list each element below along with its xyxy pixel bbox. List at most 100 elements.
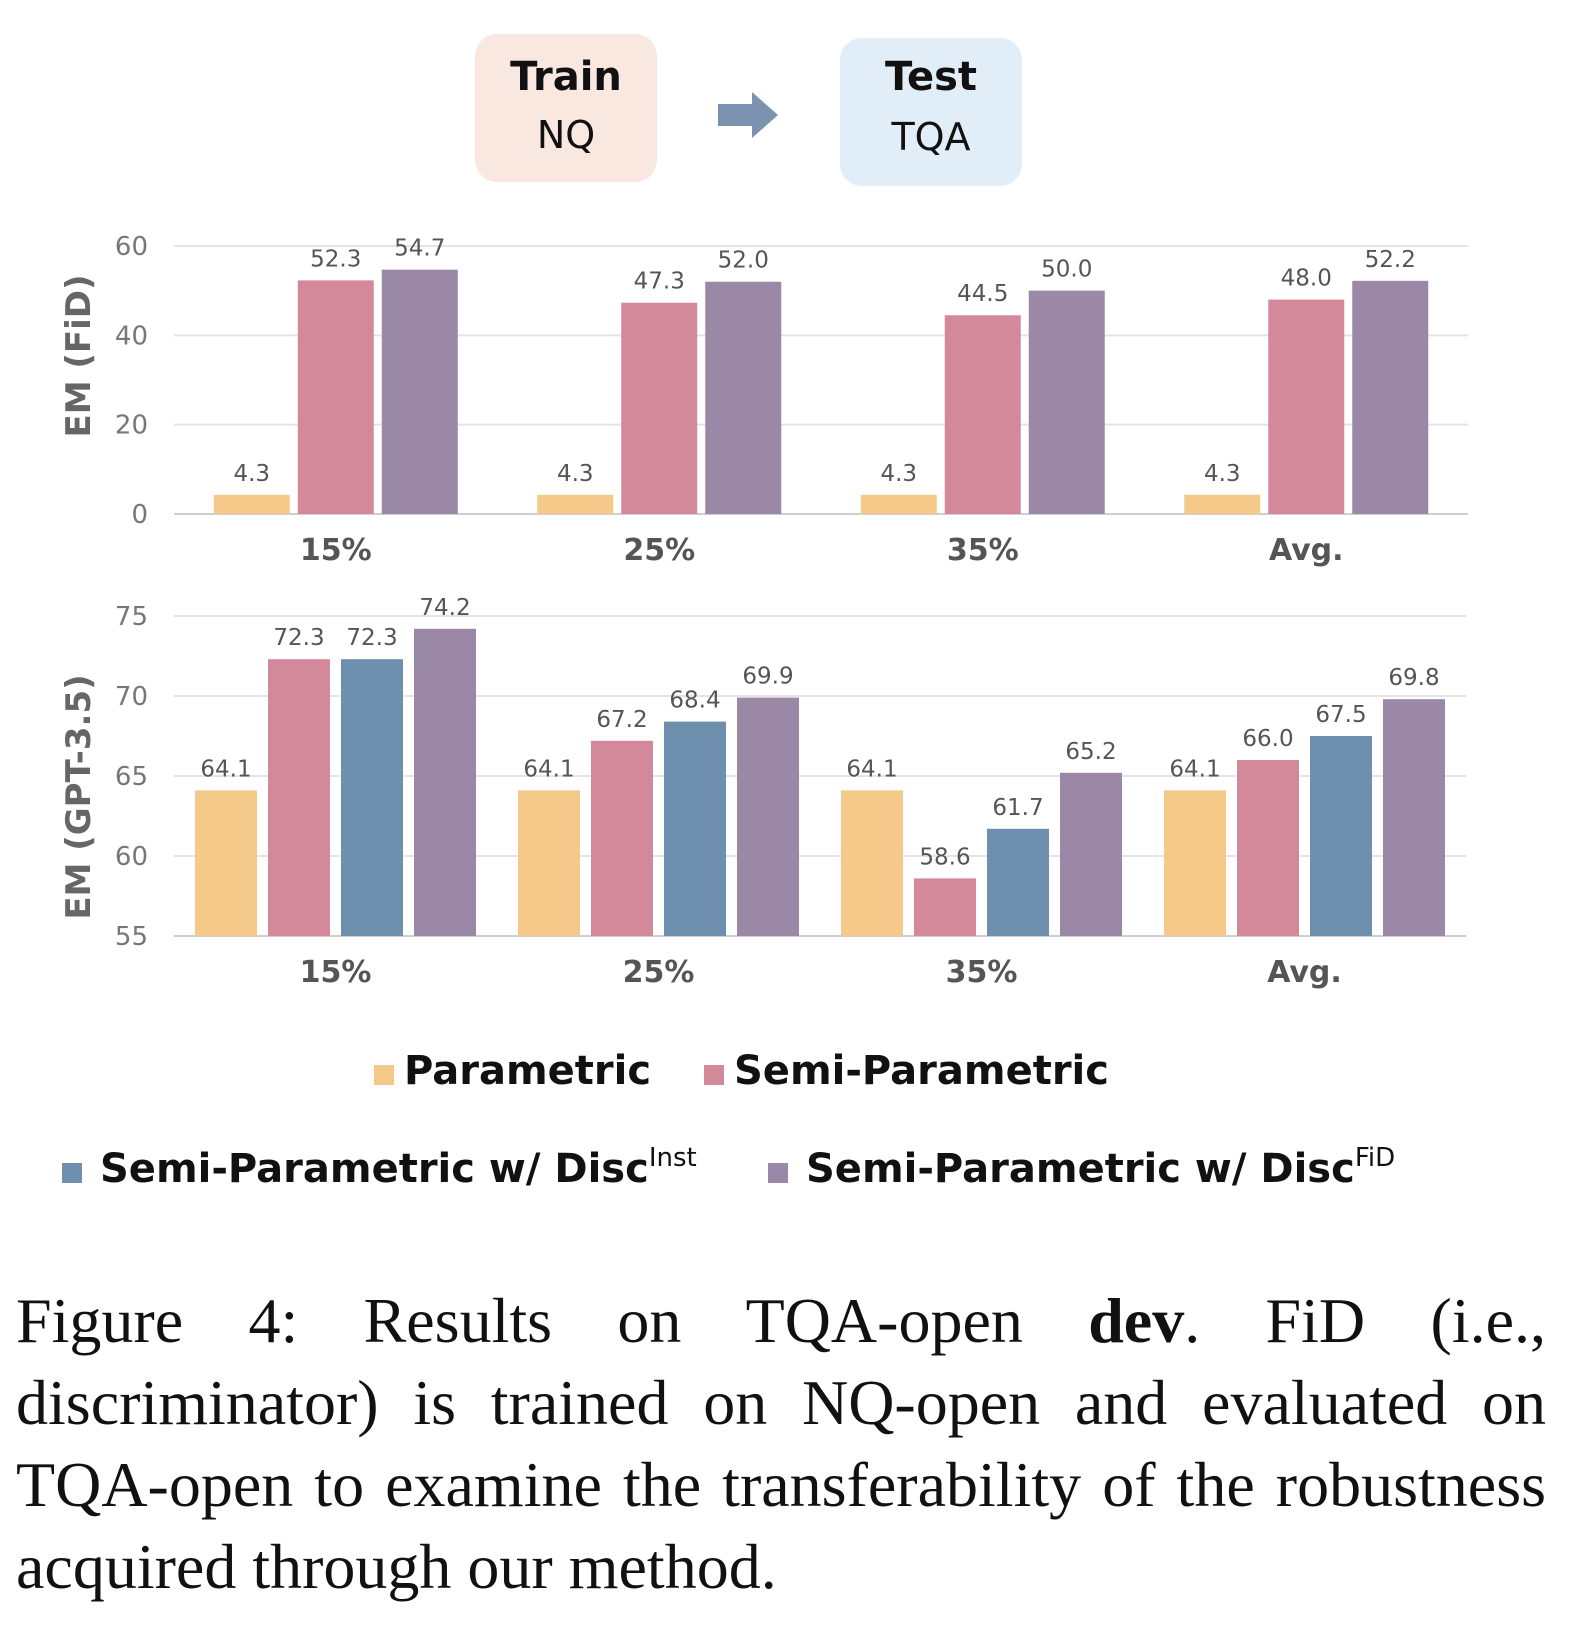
data-label: 64.1: [846, 756, 897, 782]
data-label: 4.3: [557, 461, 594, 487]
chart-labels: 64.1 72.3 72.3 74.2 15% 64.1 67.2 68.4 69.9 25% 64…: [200, 595, 1439, 990]
bar: [213, 494, 290, 514]
data-label: 67.2: [596, 707, 647, 733]
bar: [195, 790, 257, 936]
y-axis-label: EM (GPT-3.5): [59, 674, 99, 919]
data-label: 72.3: [273, 625, 324, 651]
legend-item-semi-parametric: Semi-Parametric: [704, 1048, 1109, 1094]
bar: [705, 281, 782, 514]
bar: [414, 628, 476, 936]
y-tick-label: 60: [115, 842, 148, 872]
data-label: 64.1: [1169, 756, 1220, 782]
legend-label: Semi-Parametric w/ DiscFiD: [806, 1143, 1395, 1192]
data-label: 65.2: [1065, 739, 1116, 765]
y-tick-label: 55: [115, 922, 148, 952]
data-label: 54.7: [394, 236, 445, 262]
data-label: 66.0: [1242, 726, 1293, 752]
y-tick-label: 0: [131, 500, 148, 530]
data-label: 4.3: [233, 461, 270, 487]
bar: [1028, 290, 1105, 514]
caption-prefix: Figure 4: Results on TQA-open: [16, 1285, 1089, 1356]
bar: [341, 659, 403, 936]
data-label: 4.3: [880, 461, 917, 487]
data-label: 61.7: [992, 795, 1043, 821]
bar: [1310, 736, 1372, 936]
y-tick-label: 40: [115, 321, 148, 351]
y-tick-label: 65: [115, 762, 148, 792]
test-box-title: Test: [885, 54, 977, 100]
legend-label: Parametric: [404, 1048, 651, 1094]
bar: [914, 878, 976, 936]
bar: [1164, 790, 1226, 936]
x-tick-label: 35%: [947, 533, 1019, 568]
chart-labels: 4.3 52.3 54.7 15% 4.3 47.3 52.0 25% 4.3 44.5 50.0 3…: [233, 236, 1415, 568]
bar: [268, 659, 330, 936]
chart-bars: [195, 628, 1445, 936]
bar: [664, 721, 726, 936]
data-label: 69.8: [1388, 665, 1439, 691]
x-tick-label: 15%: [300, 533, 372, 568]
x-tick-label: 35%: [946, 955, 1018, 990]
y-tick-label: 70: [115, 682, 148, 712]
caption-suffix: . FiD (i.e., discriminator) is trained o…: [16, 1285, 1547, 1602]
x-tick-label: 25%: [623, 955, 695, 990]
bar: [297, 280, 374, 514]
legend-item-semi-parametric-disc-inst: Semi-Parametric w/ DiscInst: [62, 1143, 697, 1192]
train-box-dataset: NQ: [537, 113, 595, 157]
y-tick-label: 20: [115, 411, 148, 441]
bar: [1383, 699, 1445, 936]
data-label: 44.5: [957, 281, 1008, 307]
bar: [1268, 299, 1345, 514]
bar: [1060, 772, 1122, 936]
data-label: 74.2: [419, 595, 470, 621]
arrow-right-icon: [718, 92, 778, 138]
data-label: 50.0: [1041, 257, 1092, 283]
x-tick-label: 25%: [623, 533, 695, 568]
data-label: 72.3: [346, 625, 397, 651]
test-box: [840, 38, 1022, 186]
bar: [1352, 280, 1429, 514]
data-label: 68.4: [669, 688, 720, 714]
legend-item-semi-parametric-disc-fid: Semi-Parametric w/ DiscFiD: [768, 1143, 1395, 1192]
x-tick-label: Avg.: [1267, 955, 1342, 990]
bar: [841, 790, 903, 936]
data-label: 58.6: [919, 844, 970, 870]
data-label: 4.3: [1204, 461, 1241, 487]
bar: [860, 494, 937, 514]
test-box-dataset: TQA: [890, 115, 970, 159]
data-label: 52.0: [718, 248, 769, 274]
bar: [944, 315, 1021, 514]
bar: [1184, 494, 1261, 514]
data-label: 48.0: [1281, 266, 1332, 292]
x-tick-label: Avg.: [1269, 533, 1344, 568]
chart-bars: [213, 269, 1429, 514]
data-label: 52.2: [1365, 247, 1416, 273]
bar: [518, 790, 580, 936]
bar: [537, 494, 614, 514]
legend-swatch: [704, 1065, 724, 1085]
train-box-title: Train: [510, 54, 622, 100]
legend-item-parametric: Parametric: [374, 1048, 651, 1094]
y-axis-label: EM (FiD): [59, 274, 99, 437]
chart-em-gpt35: 55 60 65 70 75 64.1 72.3 72.3 74.2 15% 64.1 67.2 68…: [59, 595, 1466, 990]
data-label: 47.3: [634, 269, 685, 295]
data-label: 64.1: [200, 756, 251, 782]
y-tick-label: 75: [115, 602, 148, 632]
legend-swatch: [374, 1065, 394, 1085]
legend-swatch: [768, 1163, 788, 1183]
y-tick-label: 60: [115, 232, 148, 262]
bar: [621, 302, 698, 514]
data-label: 52.3: [310, 246, 361, 272]
data-label: 64.1: [523, 756, 574, 782]
data-label: 69.9: [742, 664, 793, 690]
bar: [1237, 760, 1299, 936]
bar: [987, 828, 1049, 936]
figure-caption: Figure 4: Results on TQA-open dev. FiD (…: [16, 1280, 1546, 1608]
legend-label: Semi-Parametric: [734, 1048, 1109, 1094]
bar: [737, 697, 799, 936]
train-box: [475, 34, 657, 182]
train-test-flow: Train NQ Test TQA: [475, 34, 1022, 186]
bar: [591, 740, 653, 936]
